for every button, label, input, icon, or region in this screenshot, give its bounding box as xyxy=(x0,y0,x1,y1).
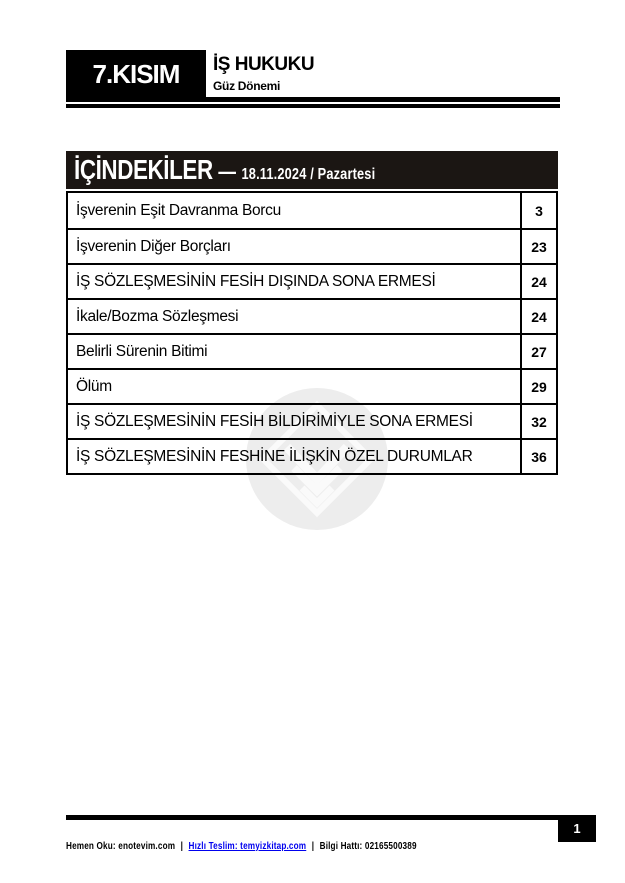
footer-divider xyxy=(66,815,558,820)
part-number-box: 7.KISIM xyxy=(66,50,206,99)
footer-contact-line: Hemen Oku: enotevim.com | Hızlı Teslim: te… xyxy=(66,840,417,852)
course-title: İŞ HUKUKU xyxy=(213,54,315,75)
toc-table: İşverenin Eşit Davranma Borcu 3 İşvereni… xyxy=(66,191,558,475)
footer-separator: | xyxy=(311,840,315,852)
toc-entry-page: 24 xyxy=(520,300,556,333)
toc-date: 18.11.2024 / Pazartesi xyxy=(241,166,376,183)
table-row: İşverenin Diğer Borçları 23 xyxy=(68,228,556,263)
toc-entry-title: İkale/Bozma Sözleşmesi xyxy=(76,307,239,325)
toc-entry-page: 27 xyxy=(520,335,556,368)
toc-entry-title: İŞ SÖZLEŞMESİNİN FESHİNE İLİŞKİN ÖZEL DU… xyxy=(76,447,473,465)
footer-delivery-link[interactable]: Hızlı Teslim: temyizkitap.com xyxy=(188,840,307,852)
diamond-logo-icon xyxy=(246,388,388,530)
toc-entry-title: Ölüm xyxy=(76,377,112,395)
table-row: İŞ SÖZLEŞMESİNİN FESHİNE İLİŞKİN ÖZEL DU… xyxy=(68,438,556,473)
part-number-label: 7.KISIM xyxy=(92,59,181,89)
diamond-logo-watermark xyxy=(243,387,391,535)
toc-entry-page: 23 xyxy=(520,230,556,263)
table-row: Ölüm 29 xyxy=(68,368,556,403)
toc-entry-title: Belirli Sürenin Bitimi xyxy=(76,342,208,360)
table-row: İŞ SÖZLEŞMESİNİN FESİH BİLDİRİMİYLE SONA… xyxy=(68,403,556,438)
course-term: Güz Dönemi xyxy=(213,79,281,93)
toc-entry-title: İşverenin Diğer Borçları xyxy=(76,237,231,255)
toc-entry-page: 3 xyxy=(520,193,556,228)
header-divider xyxy=(66,97,560,108)
footer-info-label: Bilgi Hattı: 02165500389 xyxy=(319,840,417,852)
table-row: Belirli Sürenin Bitimi 27 xyxy=(68,333,556,368)
toc-header-bar: İÇİNDEKİLER — 18.11.2024 / Pazartesi xyxy=(66,151,558,189)
toc-entry-title: İşverenin Eşit Davranma Borcu xyxy=(76,201,281,219)
course-header: İŞ HUKUKU Güz Dönemi xyxy=(213,54,553,93)
table-row: İŞ SÖZLEŞMESİNİN FESİH DIŞINDA SONA ERME… xyxy=(68,263,556,298)
toc-entry-page: 36 xyxy=(520,440,556,473)
toc-entry-title: İŞ SÖZLEŞMESİNİN FESİH BİLDİRİMİYLE SONA… xyxy=(76,412,473,430)
toc-title: İÇİNDEKİLER xyxy=(74,154,213,185)
footer-separator: | xyxy=(180,840,184,852)
toc-entry-page: 24 xyxy=(520,265,556,298)
toc-entry-page: 29 xyxy=(520,370,556,403)
toc-dash: — xyxy=(218,159,236,184)
toc-entry-page: 32 xyxy=(520,405,556,438)
footer-read-label: Hemen Oku: enotevim.com xyxy=(66,840,176,852)
table-row: İkale/Bozma Sözleşmesi 24 xyxy=(68,298,556,333)
page-number: 1 xyxy=(573,821,581,836)
toc-entry-title: İŞ SÖZLEŞMESİNİN FESİH DIŞINDA SONA ERME… xyxy=(76,272,436,290)
page-number-box: 1 xyxy=(558,815,596,842)
table-row: İşverenin Eşit Davranma Borcu 3 xyxy=(68,193,556,228)
